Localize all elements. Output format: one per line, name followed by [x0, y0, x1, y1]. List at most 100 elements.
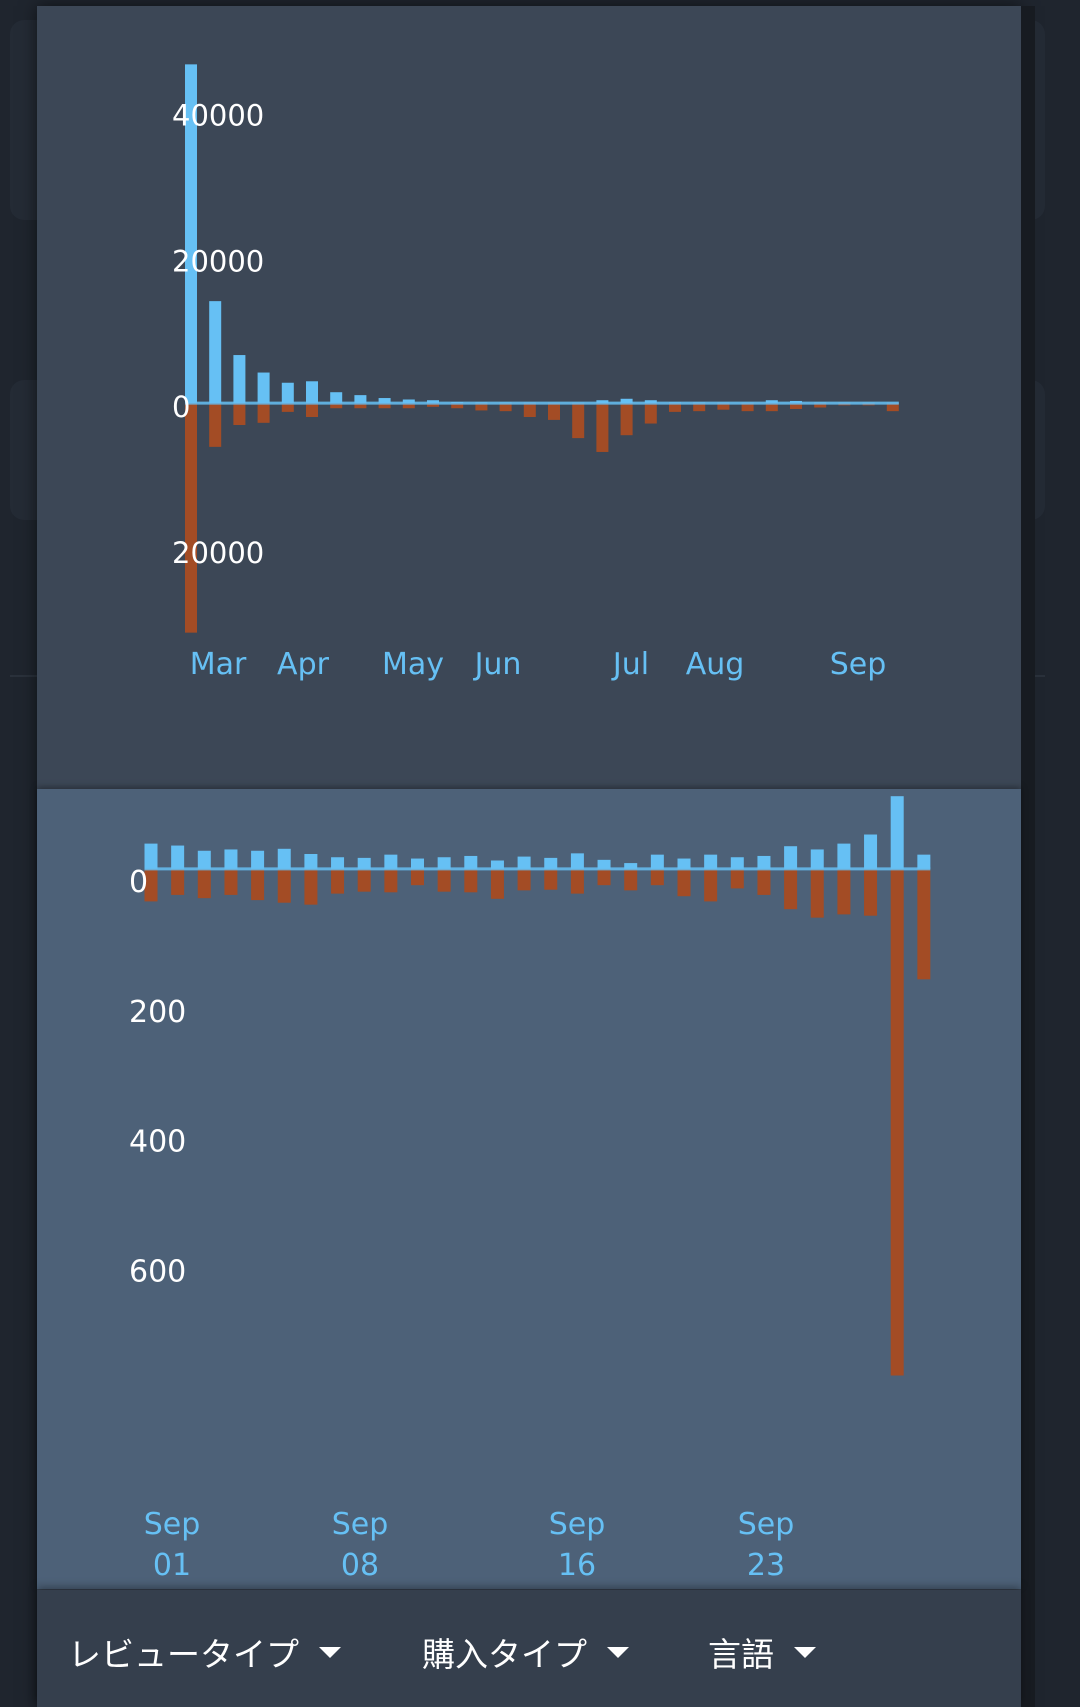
positive-review-bar — [257, 372, 270, 404]
negative-review-bar — [330, 403, 343, 409]
y-tick-label: 200 — [129, 995, 186, 1030]
review-type-label: レビュータイプ — [68, 1635, 299, 1674]
negative-review-bar — [378, 403, 391, 409]
x-axis-month-label: Sep — [332, 1507, 389, 1542]
y-tick-label: 0 — [172, 390, 190, 424]
review-type-filter[interactable]: レビュータイプ — [68, 1628, 341, 1676]
negative-review-bar — [717, 403, 730, 410]
negative-review-bar — [650, 868, 664, 886]
negative-review-bar — [572, 403, 585, 439]
positive-review-bar — [620, 398, 633, 404]
negative-review-bar — [354, 403, 367, 409]
negative-review-bar — [644, 403, 657, 424]
overall-reviews-chart: 40000 20000 0 20000 Mar Apr May Jun Jul Aug Sep — [37, 6, 1021, 788]
purchase-type-filter[interactable]: 購入タイプ — [422, 1628, 629, 1676]
negative-review-bar — [357, 868, 371, 892]
positive-review-bar — [864, 834, 878, 869]
positive-review-bar — [810, 849, 824, 869]
negative-review-bar — [490, 868, 504, 899]
negative-review-bar — [427, 403, 439, 407]
positive-review-bar — [837, 843, 851, 869]
negative-review-bar — [197, 868, 211, 899]
positive-review-bar — [650, 854, 664, 869]
positive-review-bar — [197, 850, 211, 869]
positive-review-bar — [378, 398, 391, 404]
negative-review-bar — [144, 868, 158, 902]
positive-review-bar — [144, 843, 158, 869]
negative-review-bar — [596, 403, 609, 452]
x-axis-month-label: Mar — [190, 647, 247, 682]
negative-review-bar — [730, 868, 744, 889]
panel-edge — [1021, 6, 1035, 1707]
positive-review-bar — [209, 301, 222, 404]
negative-review-bar — [251, 868, 265, 901]
positive-review-bar — [784, 846, 798, 869]
positive-review-bar — [281, 382, 294, 404]
negative-review-bar — [517, 868, 531, 891]
x-axis-day-label: 08 — [341, 1548, 379, 1583]
y-tick-label: 600 — [129, 1255, 186, 1290]
positive-review-bar — [570, 853, 584, 869]
y-tick-label: 0 — [129, 865, 148, 900]
x-axis-month-label: Aug — [686, 647, 745, 682]
x-axis-day-label: 01 — [153, 1548, 191, 1583]
positive-review-bar — [677, 858, 691, 869]
positive-review-bar — [517, 856, 531, 869]
positive-review-bar — [171, 845, 185, 869]
negative-review-bar — [765, 403, 778, 412]
positive-review-bar — [597, 859, 611, 869]
positive-review-bar — [306, 381, 318, 404]
positive-review-bar — [544, 857, 558, 869]
negative-review-bar — [814, 403, 827, 408]
negative-review-bar — [917, 868, 931, 980]
negative-review-bar — [257, 403, 270, 423]
negative-review-bar — [544, 868, 558, 890]
x-axis-day-label: 23 — [747, 1548, 785, 1583]
negative-review-bar — [185, 403, 197, 633]
negative-review-bar — [464, 868, 478, 893]
negative-review-bar — [620, 403, 633, 436]
negative-review-bar — [548, 403, 560, 420]
negative-review-bar — [304, 868, 318, 905]
negative-review-bar — [810, 868, 824, 918]
y-tick-label: 20000 — [172, 536, 264, 570]
positive-review-bar — [704, 854, 718, 869]
x-axis-month-label: Sep — [738, 1507, 795, 1542]
positive-review-bar — [357, 857, 371, 869]
positive-review-bar — [917, 854, 931, 869]
x-axis-month-label: Sep — [144, 1507, 201, 1542]
chevron-down-icon — [319, 1646, 341, 1658]
positive-review-bar — [490, 860, 504, 869]
negative-review-bar — [790, 403, 802, 409]
positive-review-bar — [402, 399, 415, 404]
recent-reviews-chart-svg: 0 200 400 600 Sep 01 Sep 08 Sep 16 Sep 23 — [129, 796, 931, 1583]
x-axis-day-label: 16 — [558, 1548, 596, 1583]
negative-review-bar — [704, 868, 718, 902]
positive-review-bar — [354, 395, 367, 404]
positive-review-bar — [411, 858, 424, 869]
positive-review-bar — [437, 857, 451, 869]
negative-review-bar — [224, 868, 238, 895]
positive-review-bar — [224, 849, 238, 869]
negative-review-bar — [499, 403, 512, 412]
negative-review-bar — [886, 403, 899, 412]
positive-review-bar — [890, 796, 904, 869]
positive-review-bar — [233, 355, 246, 404]
negative-review-bar — [233, 403, 246, 425]
x-axis-month-label: Sep — [549, 1507, 606, 1542]
negative-review-bar — [570, 868, 584, 894]
negative-review-bar — [677, 868, 691, 897]
y-tick-label: 40000 — [172, 99, 264, 133]
negative-review-bar — [741, 403, 754, 412]
negative-review-bar — [475, 403, 488, 411]
negative-review-bar — [209, 403, 222, 447]
negative-review-bar — [757, 868, 771, 895]
negative-review-bar — [451, 403, 464, 409]
positive-review-bar — [304, 853, 318, 869]
negative-review-bar — [624, 868, 638, 891]
language-filter[interactable]: 言語 — [708, 1628, 816, 1676]
language-label: 言語 — [708, 1635, 774, 1674]
negative-review-bar — [277, 868, 291, 903]
negative-review-bar — [864, 868, 878, 916]
negative-review-bar — [384, 868, 398, 893]
